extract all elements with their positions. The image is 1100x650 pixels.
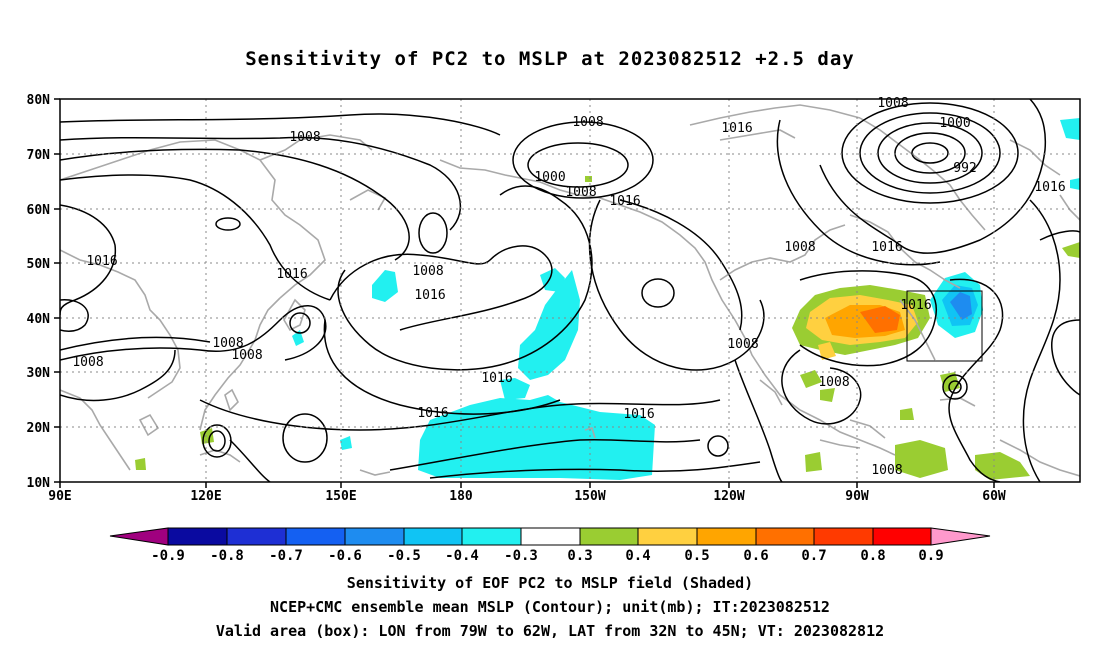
lat-label: 80N [27,93,51,108]
caption-line-2: NCEP+CMC ensemble mean MSLP (Contour); u… [270,598,830,616]
colorbar-swatch [403,527,463,546]
colorbar-label: -0.3 [504,548,538,564]
lat-label: 20N [27,421,51,436]
contour-label: 1008 [412,264,443,279]
lon-label: 180 [449,489,473,504]
contour-label: 1008 [231,348,262,363]
lat-label: 50N [27,257,51,272]
contour-label: 1008 [565,185,596,200]
contour-label: 1008 [572,115,603,130]
colorbar [109,527,991,546]
contour-label: 1000 [534,170,565,185]
contour-label: 1008 [212,336,243,351]
contour-label: 1016 [871,240,902,255]
colorbar-right-arrow [930,527,991,546]
axis-ticks [54,98,995,488]
contour-label: 1016 [623,407,654,422]
contour-label: 1016 [86,254,117,269]
contour-label: 1008 [871,463,902,478]
lat-label: 30N [27,366,51,381]
contour-label: 1016 [609,194,640,209]
colorbar-swatch [755,527,815,546]
colorbar-swatch [696,527,757,546]
longitude-labels: 90E 120E 150E 180 150W 120W 90W 60W [48,489,1006,504]
colorbar-left-arrow [109,527,169,546]
caption-line-3: Valid area (box): LON from 79W to 62W, L… [215,622,885,640]
colorbar-label: -0.8 [210,548,244,564]
map-title: Sensitivity of PC2 to MSLP at 2023082512… [245,48,855,70]
colorbar-label: 0.5 [684,548,709,564]
contour-label: 992 [953,161,976,176]
contour-label: 1016 [417,406,448,421]
colorbar-label: -0.9 [151,548,185,564]
contour-label: 1016 [481,371,512,386]
lat-label: 60N [27,203,51,218]
map-frame [59,98,1081,483]
colorbar-label: -0.6 [328,548,362,564]
contour-label: 1008 [784,240,815,255]
contour-label: 1008 [727,337,758,352]
colorbar-label: 0.7 [801,548,826,564]
colorbar-swatch [872,527,932,546]
colorbar-label: 0.3 [567,548,592,564]
contour-label: 1008 [289,130,320,145]
colorbar-swatch [520,527,581,546]
mslp-contours [60,99,1080,482]
contour-label: 1016 [276,267,307,282]
colorbar-swatch [226,527,287,546]
coastlines [60,104,1080,477]
lat-label: 70N [27,148,51,163]
colorbar-label: -0.5 [387,548,421,564]
lon-label: 150E [325,489,356,504]
colorbar-swatch [813,527,874,546]
colorbar-labels: -0.9 -0.8 -0.7 -0.6 -0.5 -0.4 -0.3 0.3 0… [151,548,944,564]
contour-label: 1016 [414,288,445,303]
colorbar-swatch [344,527,405,546]
contour-label: 1016 [900,298,931,313]
colorbar-label: -0.4 [445,548,479,564]
lon-label: 120E [190,489,221,504]
lat-label: 40N [27,312,51,327]
contour-label: 1016 [721,121,752,136]
colorbar-label: -0.7 [269,548,303,564]
lon-label: 150W [574,489,605,504]
colorbar-label: 0.9 [918,548,943,564]
contour-label: 1008 [877,96,908,111]
lat-label: 10N [27,476,51,491]
colorbar-swatch [579,527,639,546]
lon-label: 60W [982,489,1006,504]
contour-label: 1008 [72,355,103,370]
colorbar-swatch [285,527,346,546]
colorbar-swatch [461,527,522,546]
colorbar-label: 0.4 [625,548,650,564]
lon-label: 120W [713,489,744,504]
graticule [60,99,1080,482]
contour-labels: 1008 1008 1016 1000 1008 1016 1008 1000 … [72,96,1065,478]
contour-label: 1000 [939,116,970,131]
valid-area-box [906,290,983,362]
lon-label: 90W [845,489,869,504]
latitude-labels: 80N 70N 60N 50N 40N 30N 20N 10N [27,93,51,491]
colorbar-label: 0.6 [743,548,768,564]
colorbar-swatch [167,527,228,546]
sensitivity-shading [135,118,1080,480]
lon-label: 90E [48,489,71,504]
contour-label: 1016 [1034,180,1065,195]
contour-label: 1008 [818,375,849,390]
caption-line-1: Sensitivity of EOF PC2 to MSLP field (Sh… [346,574,754,592]
colorbar-swatch [637,527,698,546]
colorbar-label: 0.8 [860,548,885,564]
